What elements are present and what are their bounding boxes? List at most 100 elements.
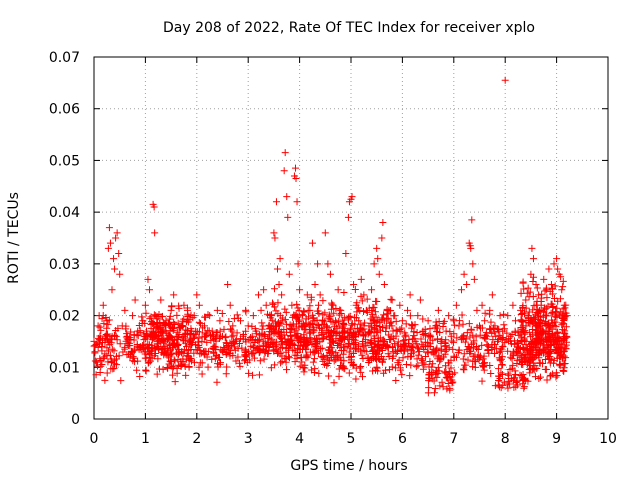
data-point [398,344,406,352]
data-point [319,297,327,305]
data-point [499,327,507,335]
data-point [269,339,277,347]
data-point [271,361,279,369]
data-point [153,370,161,378]
data-point [543,294,551,302]
data-point [366,329,374,337]
data-point [309,358,317,366]
data-point [529,277,537,285]
data-point [373,244,381,252]
data-point [112,234,120,242]
data-point [274,299,282,307]
data-point [472,358,480,366]
data-point [555,361,563,369]
data-point [337,306,345,314]
data-point [267,364,275,372]
data-point [375,270,383,278]
data-point [196,346,204,354]
data-point [168,324,176,332]
data-point [245,369,253,377]
data-point [450,354,458,362]
data-point [547,371,555,379]
data-point [383,306,391,314]
data-point [363,295,371,303]
data-point [316,345,324,353]
data-point [173,369,181,377]
data-point [203,353,211,361]
data-point [180,301,188,309]
data-point [260,286,268,294]
data-point [362,306,370,314]
data-point [138,313,146,321]
data-point [154,334,162,342]
data-point [225,317,233,325]
data-point [526,316,534,324]
data-point [339,322,347,330]
data-point [459,365,467,373]
data-point [380,281,388,289]
data-point [111,265,119,273]
data-point [476,322,483,330]
data-point [159,365,167,373]
data-point [531,366,539,374]
data-point [378,316,386,324]
data-point [340,357,348,365]
data-point [97,334,105,342]
data-point [282,308,290,316]
data-point [345,348,353,356]
data-point [524,312,532,320]
data-point [386,322,394,330]
data-point [414,361,422,369]
data-point [516,371,524,379]
data-point [542,365,550,373]
data-point [543,376,551,384]
data-point [387,295,395,303]
data-point [249,312,257,320]
data-point [546,324,554,332]
data-point [519,322,527,330]
data-point [438,378,446,386]
data-point [470,353,478,361]
data-point [91,342,99,350]
data-point [529,350,537,358]
data-point [549,370,557,378]
data-point [520,345,528,353]
data-point [426,325,434,333]
data-point [284,353,292,361]
data-point [234,353,242,361]
data-point [526,341,534,349]
data-point [559,277,567,285]
data-point [227,325,235,333]
data-point [531,318,539,326]
data-point [424,389,432,397]
data-point [157,296,165,304]
data-point [528,346,536,354]
data-point [121,306,129,314]
data-point [304,339,312,347]
data-point [392,364,400,372]
data-point [549,330,557,338]
data-point [360,332,368,340]
data-point [448,379,456,387]
data-point [285,270,293,278]
data-point [262,342,270,350]
data-point [325,314,333,322]
data-point [553,255,561,263]
data-point [511,374,519,382]
data-point [310,355,318,363]
data-point [333,328,341,336]
data-point [360,308,368,316]
data-point [365,322,373,330]
data-point [244,322,252,330]
data-point [148,347,156,355]
data-point [348,320,356,328]
data-point [328,353,336,361]
data-point [99,301,107,309]
data-point [351,340,359,348]
data-point [377,341,385,349]
data-point [163,363,171,371]
data-point [154,322,162,330]
data-point [529,306,537,314]
data-point [303,291,311,299]
data-point [376,326,384,334]
